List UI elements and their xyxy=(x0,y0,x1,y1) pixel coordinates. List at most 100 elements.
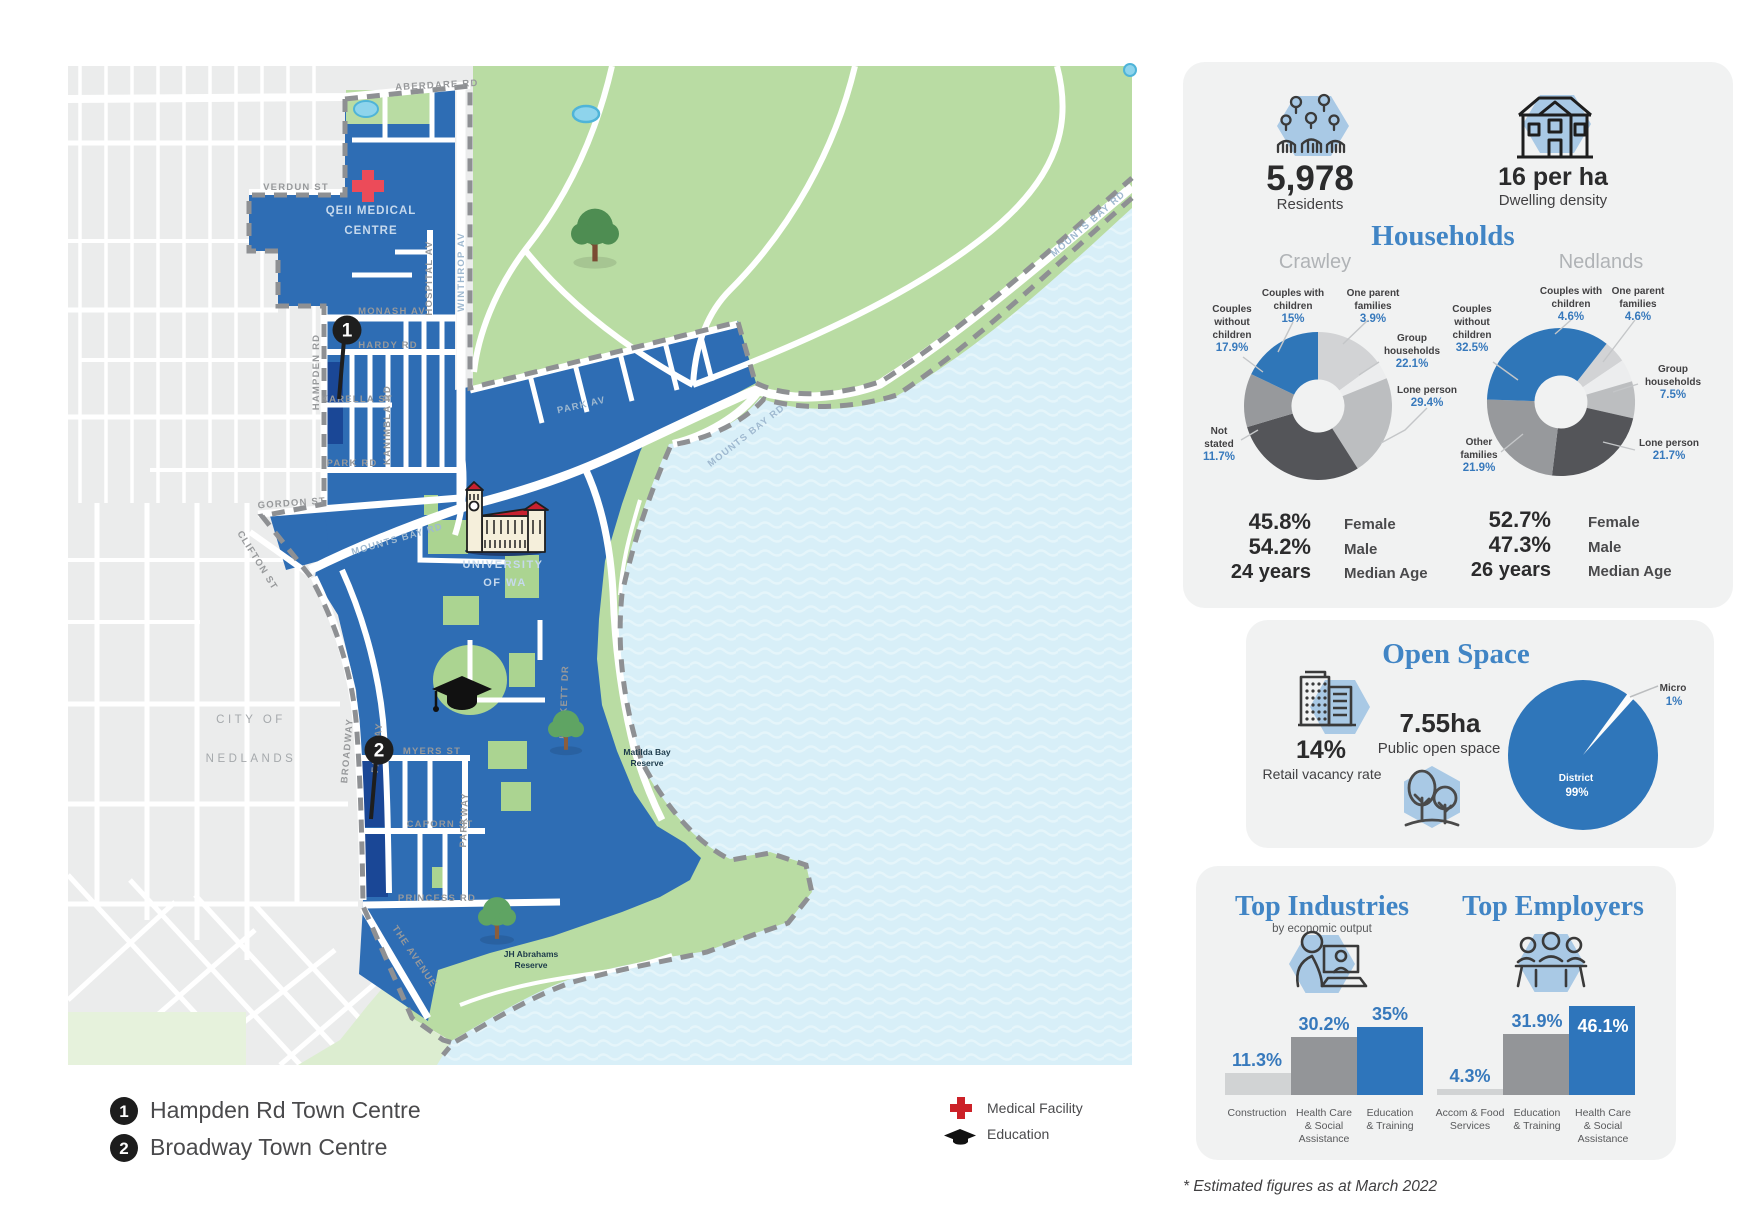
svg-text:MYERS ST: MYERS ST xyxy=(403,746,461,757)
svg-text:HOSPITAL AV: HOSPITAL AV xyxy=(424,240,435,315)
svg-text:Retail vacancy rate: Retail vacancy rate xyxy=(1262,766,1381,782)
svg-text:2: 2 xyxy=(119,1139,128,1158)
svg-text:Group: Group xyxy=(1397,333,1427,344)
svg-text:4.3%: 4.3% xyxy=(1449,1066,1490,1086)
svg-text:52.7%: 52.7% xyxy=(1489,507,1551,532)
svg-text:Accom & Food: Accom & Food xyxy=(1436,1107,1505,1119)
svg-text:17.9%: 17.9% xyxy=(1216,342,1249,354)
svg-text:Other: Other xyxy=(1466,437,1493,448)
svg-text:Broadway Town Centre: Broadway Town Centre xyxy=(150,1134,387,1160)
svg-text:Couples with: Couples with xyxy=(1262,288,1324,299)
svg-text:Female: Female xyxy=(1588,514,1640,531)
svg-text:One parent: One parent xyxy=(1612,286,1665,297)
svg-text:15%: 15% xyxy=(1281,313,1304,325)
svg-text:31.9%: 31.9% xyxy=(1511,1011,1562,1031)
svg-text:30.2%: 30.2% xyxy=(1298,1014,1349,1034)
svg-text:45.8%: 45.8% xyxy=(1249,509,1311,534)
svg-text:11.3%: 11.3% xyxy=(1232,1050,1282,1070)
svg-text:Female: Female xyxy=(1344,516,1396,533)
svg-text:Assistance: Assistance xyxy=(1299,1133,1350,1145)
svg-text:Medical Facility: Medical Facility xyxy=(987,1100,1083,1116)
svg-text:Dwelling density: Dwelling density xyxy=(1499,192,1608,209)
svg-text:NEDLANDS: NEDLANDS xyxy=(206,753,297,765)
svg-text:2: 2 xyxy=(374,741,385,762)
svg-text:14%: 14% xyxy=(1296,736,1346,764)
svg-text:PRINCESS RD: PRINCESS RD xyxy=(398,893,476,904)
svg-text:Group: Group xyxy=(1658,364,1688,375)
svg-text:47.3%: 47.3% xyxy=(1489,532,1551,557)
svg-text:JH Abrahams: JH Abrahams xyxy=(504,949,559,959)
svg-text:Nedlands: Nedlands xyxy=(1559,251,1644,273)
svg-text:KARELLA ST: KARELLA ST xyxy=(321,394,393,405)
svg-text:Households: Households xyxy=(1371,220,1514,252)
svg-text:32.5%: 32.5% xyxy=(1456,342,1489,354)
svg-text:16 per ha: 16 per ha xyxy=(1498,163,1609,191)
svg-text:GORDON ST: GORDON ST xyxy=(257,496,326,512)
svg-text:11.7%: 11.7% xyxy=(1203,451,1235,463)
svg-text:Assistance: Assistance xyxy=(1578,1133,1629,1145)
svg-text:Reserve: Reserve xyxy=(630,758,663,768)
svg-text:Matilda Bay: Matilda Bay xyxy=(623,747,671,757)
svg-text:households: households xyxy=(1384,346,1441,357)
svg-text:by economic output: by economic output xyxy=(1272,923,1373,935)
svg-text:Health Care: Health Care xyxy=(1296,1107,1352,1119)
svg-text:families: families xyxy=(1619,299,1657,310)
svg-text:1%: 1% xyxy=(1666,696,1683,708)
svg-text:1: 1 xyxy=(119,1102,128,1121)
svg-text:Education: Education xyxy=(1367,1107,1414,1119)
svg-text:children: children xyxy=(1552,299,1591,310)
svg-text:Education: Education xyxy=(1514,1107,1561,1119)
svg-text:29.4%: 29.4% xyxy=(1411,397,1444,409)
svg-text:7.5%: 7.5% xyxy=(1660,389,1686,401)
svg-text:families: families xyxy=(1460,450,1498,461)
svg-text:Crawley: Crawley xyxy=(1279,251,1351,273)
svg-text:Median Age: Median Age xyxy=(1344,565,1428,582)
svg-text:children: children xyxy=(1453,330,1492,341)
svg-text:1: 1 xyxy=(342,321,353,342)
svg-text:MONASH AV: MONASH AV xyxy=(358,306,426,317)
svg-text:Top Industries: Top Industries xyxy=(1235,891,1409,922)
svg-text:Health Care: Health Care xyxy=(1575,1107,1631,1119)
svg-text:99%: 99% xyxy=(1565,787,1588,799)
svg-text:CAPORN ST: CAPORN ST xyxy=(407,819,474,830)
svg-text:OF WA: OF WA xyxy=(483,577,527,589)
svg-text:children: children xyxy=(1213,330,1252,341)
svg-text:CITY OF: CITY OF xyxy=(216,714,286,726)
svg-text:7.55ha: 7.55ha xyxy=(1400,708,1481,738)
svg-text:35%: 35% xyxy=(1372,1004,1408,1024)
svg-text:Couples: Couples xyxy=(1452,304,1492,315)
svg-text:Median Age: Median Age xyxy=(1588,563,1672,580)
svg-text:WINTHROP AV: WINTHROP AV xyxy=(456,232,467,312)
svg-text:stated: stated xyxy=(1204,439,1233,450)
svg-text:21.7%: 21.7% xyxy=(1653,450,1686,462)
svg-text:Open Space: Open Space xyxy=(1382,638,1530,670)
svg-text:Services: Services xyxy=(1450,1120,1490,1132)
svg-text:22.1%: 22.1% xyxy=(1396,358,1429,370)
svg-text:Top Employers: Top Employers xyxy=(1462,891,1644,922)
svg-text:VERDUN ST: VERDUN ST xyxy=(263,182,329,193)
svg-text:UNIVERSITY: UNIVERSITY xyxy=(462,559,543,571)
svg-text:46.1%: 46.1% xyxy=(1577,1016,1628,1036)
svg-text:Public open space: Public open space xyxy=(1378,740,1501,757)
svg-text:ABERDARE RD: ABERDARE RD xyxy=(395,78,479,93)
svg-text:Residents: Residents xyxy=(1277,196,1344,213)
svg-text:5,978: 5,978 xyxy=(1266,159,1354,198)
svg-text:21.9%: 21.9% xyxy=(1463,462,1496,474)
svg-text:26 years: 26 years xyxy=(1471,559,1551,581)
svg-text:24 years: 24 years xyxy=(1231,561,1311,583)
svg-text:Male: Male xyxy=(1588,539,1621,556)
svg-text:& Training: & Training xyxy=(1513,1120,1560,1132)
svg-text:54.2%: 54.2% xyxy=(1249,534,1311,559)
svg-text:CENTRE: CENTRE xyxy=(344,225,397,237)
svg-text:families: families xyxy=(1354,301,1392,312)
svg-text:HAMPDEN RD: HAMPDEN RD xyxy=(311,334,322,410)
svg-text:Education: Education xyxy=(987,1126,1049,1142)
svg-text:without: without xyxy=(1453,317,1490,328)
svg-text:& Social: & Social xyxy=(1305,1120,1344,1132)
svg-text:Male: Male xyxy=(1344,541,1377,558)
svg-text:HARDY RD: HARDY RD xyxy=(358,340,418,351)
svg-text:Micro: Micro xyxy=(1660,683,1687,694)
svg-text:One parent: One parent xyxy=(1347,288,1400,299)
svg-text:Hampden Rd Town Centre: Hampden Rd Town Centre xyxy=(150,1097,421,1123)
svg-text:without: without xyxy=(1213,317,1250,328)
